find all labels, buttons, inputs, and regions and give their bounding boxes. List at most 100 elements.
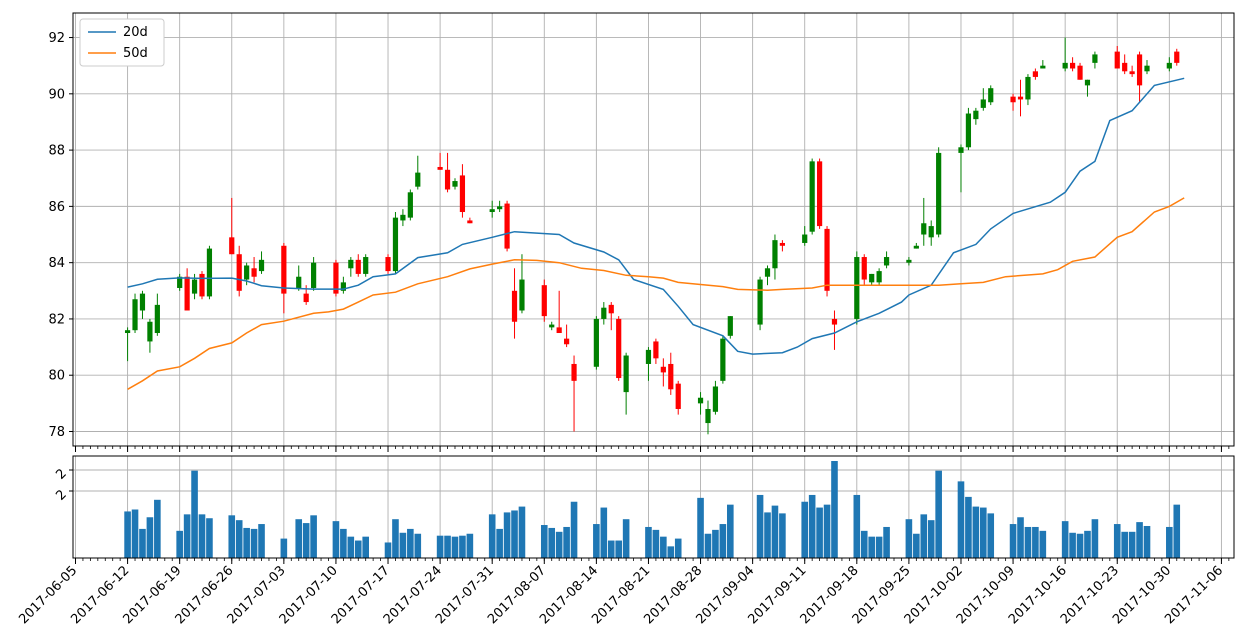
candle <box>831 310 838 350</box>
volume-bar <box>645 526 652 558</box>
candle <box>452 178 458 190</box>
candle <box>296 265 302 291</box>
volume-bar <box>362 536 369 558</box>
candle-body <box>258 259 265 272</box>
candle-body <box>459 175 466 213</box>
volume-bar <box>1084 530 1091 558</box>
volume-bar <box>548 527 556 558</box>
candle-body <box>593 318 599 367</box>
volume-bar <box>496 528 503 558</box>
y-tick-label: 92 <box>48 31 65 46</box>
volume-bar <box>258 524 265 558</box>
candle-body <box>1122 62 1128 72</box>
candle <box>147 318 153 353</box>
candle <box>154 293 160 336</box>
candle-body <box>549 324 555 328</box>
volume-bar <box>660 536 667 558</box>
candle-body <box>303 293 309 303</box>
volume-bar <box>1076 533 1084 558</box>
volume-bar <box>905 519 913 558</box>
candle-body <box>1092 54 1098 63</box>
volume-bar <box>868 536 875 558</box>
volume-bar <box>927 520 935 558</box>
volume-bar <box>176 530 183 558</box>
volume-bar <box>622 519 630 558</box>
candle <box>1129 65 1135 77</box>
candle-body <box>1062 62 1068 69</box>
legend-label-50d: 50d <box>123 46 148 61</box>
candle <box>1062 37 1068 72</box>
candle <box>869 273 875 286</box>
series-line-20d <box>127 77 1185 355</box>
candle <box>229 197 235 255</box>
candle-body <box>817 161 823 227</box>
volume-bar <box>414 533 422 558</box>
volume-bar <box>1173 504 1181 558</box>
volume-bar <box>883 526 890 558</box>
volume-bar <box>1143 525 1151 558</box>
candle <box>705 400 711 435</box>
candle-body <box>556 327 562 334</box>
volume-bar <box>124 511 131 558</box>
candle <box>675 380 681 415</box>
candle-body <box>348 259 354 269</box>
candle-body <box>958 147 964 153</box>
candle <box>258 251 265 274</box>
y-tick-label: 82 <box>48 312 65 327</box>
candle-body <box>869 273 875 283</box>
candle-body <box>653 341 659 359</box>
candle <box>184 268 190 311</box>
candle-body <box>437 166 443 170</box>
candle-body <box>1166 62 1172 69</box>
candle-body <box>363 257 369 274</box>
volume-bar <box>667 546 675 558</box>
candle <box>958 144 964 193</box>
volume-bar <box>392 519 399 558</box>
volume-bar <box>1091 519 1099 558</box>
candle-body <box>564 338 570 345</box>
candle <box>281 242 287 314</box>
candle-body <box>854 257 860 319</box>
candle-body <box>779 242 785 246</box>
candle <box>541 279 547 322</box>
candle-body <box>1010 96 1016 103</box>
candle <box>779 240 785 252</box>
candle-body <box>921 223 927 235</box>
volume-bar <box>853 494 861 558</box>
volume-bar <box>563 526 570 558</box>
volume-bar <box>860 530 868 558</box>
volume-bar <box>235 520 243 558</box>
candle <box>593 316 599 370</box>
candle <box>645 347 652 381</box>
candle <box>333 259 339 297</box>
volume-bar <box>139 528 146 558</box>
candle <box>564 324 570 348</box>
volume-bar <box>875 536 883 558</box>
volume-bar <box>131 509 139 558</box>
candle <box>883 251 890 269</box>
moving-average-lines <box>127 77 1185 390</box>
volume-bar <box>407 528 414 558</box>
candle <box>668 352 674 395</box>
volume-bar <box>1136 522 1143 558</box>
candle <box>913 242 919 249</box>
candle-body <box>229 237 235 255</box>
volume-bar <box>518 506 526 558</box>
candle-body <box>132 299 138 331</box>
volume-bar <box>697 497 704 558</box>
candle <box>660 358 666 387</box>
candle-body <box>802 234 808 243</box>
candle <box>980 88 986 111</box>
candle <box>519 254 525 314</box>
candle-body <box>965 113 972 148</box>
candle-body <box>675 383 681 409</box>
candle <box>437 152 443 170</box>
volume-bar <box>295 519 303 558</box>
candle <box>817 158 823 229</box>
candle <box>764 265 771 286</box>
candle-body <box>1084 79 1091 86</box>
volume-bar <box>808 494 816 558</box>
candle-body <box>191 279 198 294</box>
volume-bar <box>198 514 206 558</box>
